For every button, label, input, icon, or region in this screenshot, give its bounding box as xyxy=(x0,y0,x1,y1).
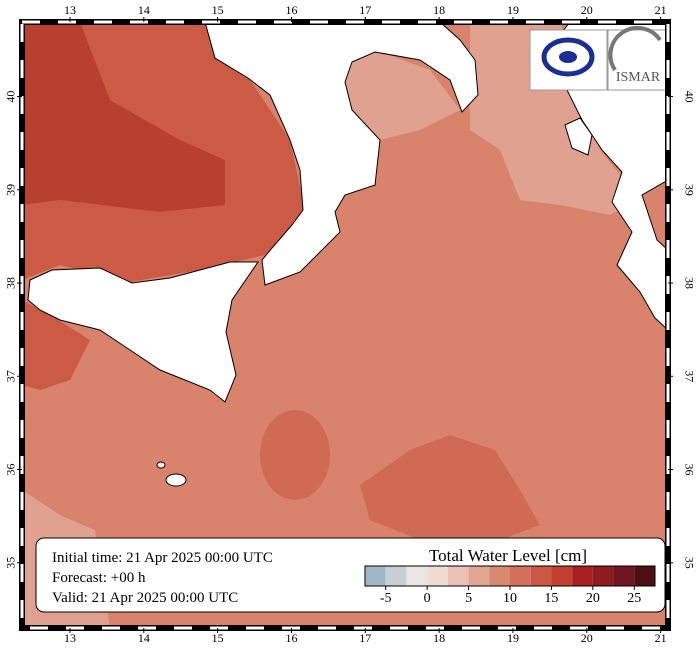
land-balkans xyxy=(551,22,668,331)
colorbar-swatch xyxy=(468,566,490,586)
x-tick-label: 21 xyxy=(655,631,667,645)
frame-border xyxy=(20,20,670,630)
logo-mark xyxy=(559,51,577,63)
logo-text: ISMAR xyxy=(616,70,661,85)
x-tick-label: 21 xyxy=(655,3,667,17)
y-tick-label: 40 xyxy=(682,91,696,103)
colorbar-swatch xyxy=(385,566,407,586)
x-tick-label: 16 xyxy=(285,3,297,17)
x-tick-label: 18 xyxy=(433,3,445,17)
y-tick-label: 39 xyxy=(682,184,696,196)
colorbar-swatch xyxy=(406,566,428,586)
y-tick-label: 36 xyxy=(682,464,696,476)
colorbar-swatch xyxy=(551,566,573,586)
sea-zone xyxy=(22,22,225,212)
x-tick-label: 17 xyxy=(359,3,371,17)
y-tick-label: 39 xyxy=(4,184,18,196)
y-tick-label: 38 xyxy=(682,277,696,289)
colorbar-tick-label: 0 xyxy=(424,591,431,606)
x-tick-label: 17 xyxy=(359,631,371,645)
y-tick-label: 40 xyxy=(4,91,18,103)
sea-zone xyxy=(330,50,460,140)
x-tick-label: 14 xyxy=(138,3,150,17)
colorbar-tick-label: -5 xyxy=(380,591,392,606)
map-area: ISMAR xyxy=(22,22,668,628)
land-island xyxy=(564,117,593,156)
x-tick-label: 13 xyxy=(64,631,76,645)
colorbar-swatch xyxy=(613,566,635,586)
colorbar-tick-label: 15 xyxy=(544,591,558,606)
colorbar-title: Total Water Level [cm] xyxy=(429,546,587,565)
colorbar-tick-label: 25 xyxy=(627,591,641,606)
x-tick-label: 15 xyxy=(212,631,224,645)
land-sicily xyxy=(27,261,259,403)
y-tick-label: 35 xyxy=(682,557,696,569)
info-box xyxy=(35,537,666,613)
colorbar-swatch xyxy=(634,566,655,586)
colorbar-swatch xyxy=(592,566,614,586)
sea-zone xyxy=(260,410,330,500)
x-tick-label: 19 xyxy=(507,3,519,17)
land-italy xyxy=(204,22,479,286)
colorbar-swatch xyxy=(530,566,552,586)
x-tick-label: 13 xyxy=(64,3,76,17)
x-tick-label: 18 xyxy=(433,631,445,645)
colorbar-swatch xyxy=(427,566,448,586)
colorbar-swatch xyxy=(365,566,386,586)
x-tick-label: 19 xyxy=(507,631,519,645)
info-forecast: Forecast: +00 h xyxy=(52,570,146,586)
colorbar-swatch xyxy=(447,566,469,586)
logo-mark xyxy=(608,25,662,72)
axes: 13 13 14 14 15 15 16 16 17 17 18 18 19 19 20 20 21 21 35 35… xyxy=(4,3,697,645)
colorbar-tick-label: 5 xyxy=(465,591,472,606)
x-tick-label: 16 xyxy=(285,631,297,645)
info-valid: Valid: 21 Apr 2025 00:00 UTC xyxy=(52,590,238,606)
colorbar-tick-label: 20 xyxy=(586,591,600,606)
sea-zone xyxy=(360,435,540,540)
colorbar-swatch xyxy=(572,566,593,586)
y-tick-label: 38 xyxy=(4,277,18,289)
colorbar-swatch xyxy=(510,566,531,586)
y-tick-label: 36 xyxy=(4,464,18,476)
y-tick-label: 37 xyxy=(682,370,696,382)
x-tick-label: 20 xyxy=(581,631,593,645)
colorbar-tick-label: 10 xyxy=(503,591,517,606)
land-gozo xyxy=(156,461,166,469)
y-tick-label: 37 xyxy=(4,370,18,382)
x-tick-label: 15 xyxy=(212,3,224,17)
colorbar-swatch xyxy=(489,566,510,586)
info-initial: Initial time: 21 Apr 2025 00:00 UTC xyxy=(52,550,273,566)
x-tick-label: 20 xyxy=(581,3,593,17)
logo-mark xyxy=(541,37,595,77)
x-tick-label: 14 xyxy=(138,631,150,645)
land-malta xyxy=(165,473,187,487)
y-tick-label: 35 xyxy=(4,557,18,569)
sea-zone xyxy=(470,22,640,215)
sea-zone xyxy=(22,300,90,390)
